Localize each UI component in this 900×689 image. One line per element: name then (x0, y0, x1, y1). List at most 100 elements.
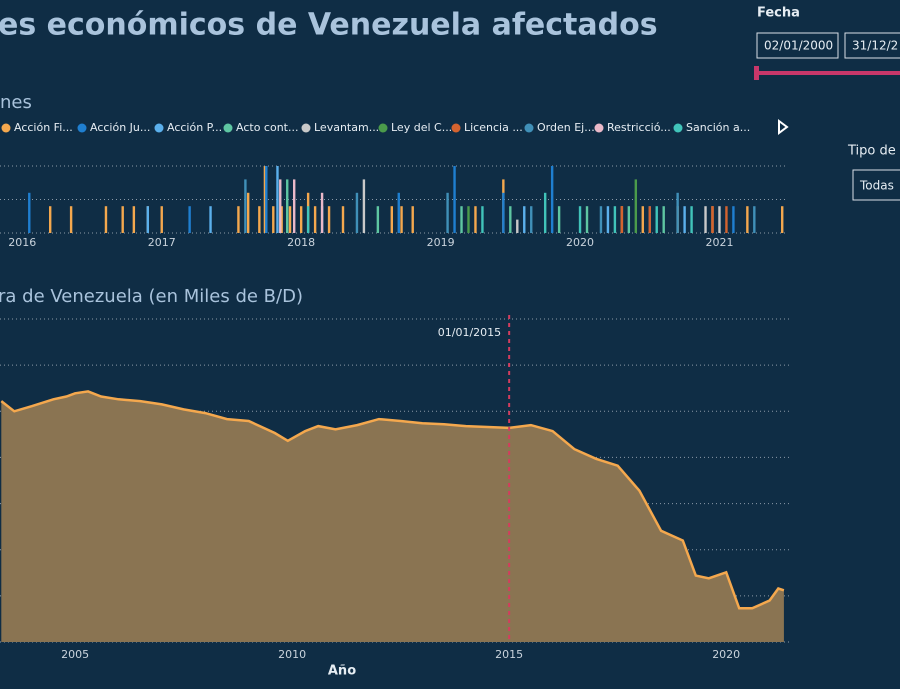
legend-label: Acción Ju... (90, 121, 150, 134)
timeline-chart: nes 0510201620172018201920202021Acción F… (0, 92, 785, 249)
bar (188, 206, 191, 233)
bar (655, 206, 658, 233)
bar (523, 206, 526, 233)
x-axis-label: Año (328, 664, 356, 679)
legend-label: Acción Fi... (14, 121, 73, 134)
bar (265, 166, 268, 233)
bar (481, 206, 484, 233)
chart-title: ra de Venezuela (en Miles de B/D) (0, 286, 303, 307)
legend-label: Restricció... (607, 121, 671, 134)
area-fill (1, 391, 784, 642)
date-start[interactable]: 02/01/2000 (764, 39, 833, 53)
legend-label: Ley del C... (391, 121, 452, 134)
bar (299, 206, 303, 233)
bar (599, 206, 603, 233)
bar (502, 192, 505, 233)
bar (279, 179, 282, 233)
legend-marker (1, 123, 11, 133)
bar (662, 206, 665, 233)
x-tick-label: 2020 (712, 648, 740, 661)
bar (620, 206, 624, 233)
bar (160, 206, 163, 233)
bar (397, 192, 400, 233)
bar (209, 206, 212, 233)
chart-title: nes (0, 92, 32, 113)
date-start-box[interactable] (756, 32, 839, 59)
bar (411, 206, 414, 233)
legend-label: Licencia ... (464, 121, 523, 134)
bar (543, 192, 547, 233)
bar (320, 192, 324, 233)
bar (725, 206, 728, 233)
x-tick-label: 2010 (278, 648, 306, 661)
type-dropdown[interactable] (852, 169, 900, 201)
bar (237, 206, 240, 233)
bar (400, 206, 403, 233)
bar (453, 166, 456, 233)
bar (355, 192, 359, 233)
legend-marker (378, 123, 388, 133)
legend-label: Levantam... (314, 121, 379, 134)
bar (474, 206, 477, 233)
legend-label: Acción P... (167, 121, 222, 134)
x-tick-label: 2016 (8, 236, 36, 249)
bar (704, 206, 707, 233)
bar (516, 219, 519, 233)
bar (732, 206, 735, 233)
bar (69, 206, 73, 233)
bar (606, 206, 610, 233)
annotation-label: 01/01/2015 (438, 326, 501, 339)
slider-handle[interactable] (754, 66, 759, 80)
bar (781, 206, 784, 233)
bar (286, 179, 289, 233)
bar (634, 179, 638, 233)
bar (627, 206, 631, 233)
legend-label: Sanción a... (686, 121, 750, 134)
bar (263, 166, 267, 233)
bar (578, 206, 582, 233)
bar (293, 179, 296, 233)
legend-label: Acto cont... (236, 121, 298, 134)
bar (690, 206, 693, 233)
bar (390, 206, 394, 233)
bar (244, 179, 247, 233)
bar (132, 206, 136, 233)
date-end-box[interactable] (844, 32, 900, 59)
legend-marker (594, 123, 604, 133)
bar (146, 206, 149, 233)
legend-marker (673, 123, 683, 133)
bar (341, 206, 345, 233)
bar (683, 206, 686, 233)
bar (530, 206, 533, 233)
bar (550, 166, 554, 233)
date-label: Fecha (757, 6, 800, 21)
legend-label: Orden Ej... (537, 121, 595, 134)
x-tick-label: 2017 (148, 236, 176, 249)
bar (460, 206, 463, 233)
page-title: es económicos de Venezuela afectados (0, 8, 658, 43)
date-end[interactable]: 31/12/2 (852, 39, 898, 53)
bar (288, 206, 292, 233)
x-tick-label: 2018 (287, 236, 315, 249)
legend-next[interactable] (778, 119, 789, 135)
bar (446, 192, 449, 233)
legend-marker (524, 123, 534, 133)
bar (362, 179, 366, 233)
bar (376, 206, 380, 233)
bar (48, 206, 52, 233)
legend-marker (77, 123, 87, 133)
legend-marker (451, 123, 461, 133)
bar (467, 206, 470, 233)
legend-marker (223, 123, 233, 133)
bar (718, 206, 721, 233)
bar (327, 206, 331, 233)
x-tick-label: 2019 (427, 236, 455, 249)
bar (648, 206, 651, 233)
bar (272, 206, 275, 233)
bar (613, 206, 617, 233)
x-tick-label: 2015 (495, 648, 523, 661)
x-tick-label: 2020 (566, 236, 594, 249)
type-value[interactable]: Todas (859, 179, 894, 193)
